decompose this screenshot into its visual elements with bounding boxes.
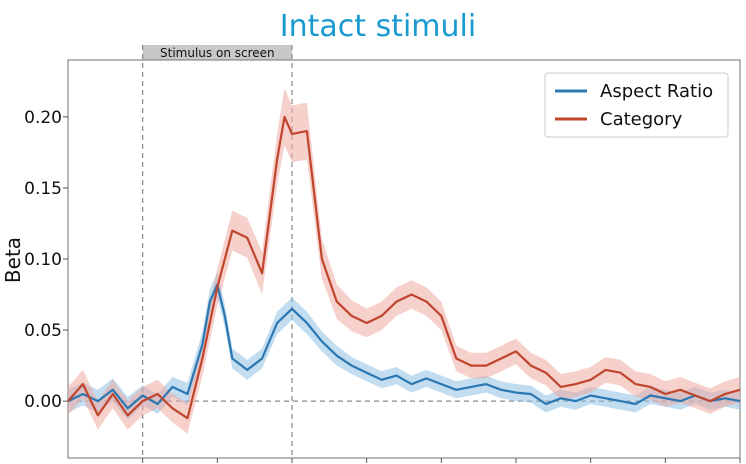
legend: Aspect Ratio Category	[544, 72, 729, 138]
y-axis-label: Beta	[1, 237, 25, 283]
y-tick-label: 0.10	[24, 250, 62, 270]
y-tick-label: 0.00	[24, 392, 62, 412]
y-tick-label: 0.20	[24, 108, 62, 128]
axis-ticks: 0.00 0.05 0.10 0.15 0.20	[24, 108, 741, 463]
legend-label-1: Category	[600, 109, 683, 130]
stimulus-annotation: Stimulus on screen	[142, 45, 292, 60]
chart-title: Intact stimuli	[280, 9, 476, 44]
series-line-1	[67, 115, 741, 420]
legend-label-0: Aspect Ratio	[600, 81, 713, 102]
stimulus-label: Stimulus on screen	[160, 46, 275, 60]
stimulus-bar	[142, 45, 292, 60]
y-tick-label: 0.05	[24, 321, 62, 341]
legend-box	[544, 72, 729, 138]
series-line-0	[67, 283, 741, 410]
series-lines	[67, 115, 741, 420]
error-bands	[68, 88, 740, 434]
y-tick-label: 0.15	[24, 179, 62, 199]
